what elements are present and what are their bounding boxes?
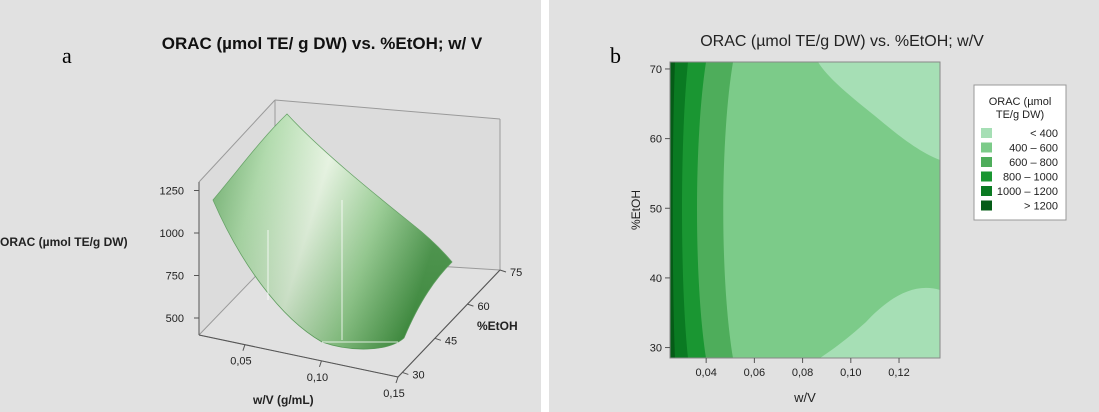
- panel-a-surface: [212, 113, 453, 350]
- panel-a-box-edge: [274, 99, 501, 120]
- legend-label: 1000 – 1200: [997, 186, 1058, 198]
- x-tick-label: 0,10: [307, 372, 328, 384]
- x-tick-label: 0,05: [230, 356, 251, 368]
- panel-a-title: ORAC (µmol TE/ g DW) vs. %EtOH; w/ V: [162, 34, 483, 53]
- z-tick-label: 750: [166, 271, 184, 283]
- panel-b-legend: ORAC (µmol TE/g DW) < 400 400 – 600 600 – …: [973, 84, 1067, 221]
- x-tick-label: 0,12: [888, 367, 909, 379]
- y-tick-label: 70: [650, 64, 662, 76]
- panel-a-y-axis: 30 45 60 75 %EtOH: [397, 267, 522, 381]
- legend-label: 600 – 800: [1009, 157, 1058, 169]
- y-tick-label: 60: [650, 134, 662, 146]
- x-tick-label: 0,10: [840, 367, 861, 379]
- legend-swatch: [981, 157, 992, 167]
- legend-label: 800 – 1000: [1003, 172, 1058, 184]
- y-tick-mark: [402, 371, 409, 375]
- z-tick-label: 1250: [160, 186, 184, 198]
- panel-a: a ORAC (µmol TE/ g DW) vs. %EtOH; w/ V: [0, 0, 541, 412]
- panel-b-title: ORAC (µmol TE/g DW) vs. %EtOH; w/V: [700, 33, 984, 50]
- panel-b: b ORAC (µmol TE/g DW) vs. %EtOH; w/V 0,0…: [549, 0, 1099, 412]
- z-tick-label: 500: [166, 313, 184, 325]
- legend-label: 400 – 600: [1009, 143, 1058, 155]
- legend-swatch: [981, 200, 992, 211]
- x-tick-label: 0,15: [383, 388, 404, 400]
- z-tick-label: 1000: [160, 228, 184, 240]
- y-tick-label: 75: [510, 267, 522, 279]
- x-tick-label: 0,04: [695, 367, 716, 379]
- panel-b-x-ticks: 0,04 0,06 0,08 0,10 0,12: [695, 358, 910, 379]
- legend-label: < 400: [1030, 128, 1058, 140]
- y-tick-mark: [499, 269, 507, 273]
- panel-a-x-axis: 0,05 0,10 0,15 w/V (g/mL): [198, 334, 405, 407]
- panel-a-y-label: %EtOH: [477, 319, 518, 333]
- legend-label: > 1200: [1024, 201, 1058, 213]
- panel-a-z-ticks: 500 750 1000 1250: [160, 186, 199, 325]
- x-tick-mark: [395, 376, 399, 384]
- x-tick-label: 0,08: [792, 367, 813, 379]
- panel-b-x-label: w/V: [793, 390, 816, 405]
- contour-region-gt1200: [670, 62, 675, 358]
- legend-items: < 400 400 – 600 600 – 800 800 – 1000 1000 – …: [981, 128, 1058, 213]
- legend-swatch: [981, 142, 992, 153]
- contour-region-lt400-bottom: [820, 287, 940, 358]
- y-tick-label: 45: [445, 335, 457, 347]
- panel-a-y-ticks: 30 45 60 75: [402, 267, 522, 381]
- x-tick-mark: [318, 360, 322, 368]
- panel-b-letter: b: [610, 43, 621, 68]
- legend-swatch: [981, 186, 992, 196]
- panel-b-contour: [670, 62, 940, 358]
- y-tick-label: 40: [650, 273, 662, 285]
- legend-title-line: ORAC (µmol: [989, 96, 1052, 108]
- panel-a-letter: a: [62, 43, 72, 68]
- panel-a-x-ticks: 0,05 0,10 0,15: [230, 344, 405, 400]
- panel-a-x-label: w/V (g/mL): [252, 393, 314, 407]
- x-tick-label: 0,06: [744, 367, 765, 379]
- y-tick-mark: [434, 337, 442, 341]
- contour-region-lt400-top-tip: [850, 62, 940, 98]
- y-tick-label: 30: [650, 343, 662, 355]
- panel-b-y-label: %EtOH: [629, 190, 643, 230]
- panel-b-y-ticks: 30 40 50 60 70: [650, 64, 670, 355]
- panel-a-box-edge: [198, 99, 276, 183]
- panel-a-surface-shade: [213, 114, 452, 350]
- y-tick-label: 30: [412, 369, 424, 381]
- y-tick-label: 50: [650, 203, 662, 215]
- y-tick-label: 60: [477, 301, 489, 313]
- x-tick-mark: [242, 344, 246, 351]
- y-tick-mark: [467, 303, 474, 307]
- legend-swatch: [981, 128, 992, 138]
- panel-a-z-axis: 500 750 1000 1250 ORAC (µmol TE/g DW): [0, 182, 200, 335]
- panel-a-z-label: ORAC (µmol TE/g DW): [0, 235, 128, 249]
- legend-swatch: [981, 171, 992, 182]
- contour-region-1000-1200: [670, 62, 688, 358]
- legend-title-line: TE/g DW): [996, 109, 1044, 121]
- panel-b-plot-frame: [669, 61, 941, 359]
